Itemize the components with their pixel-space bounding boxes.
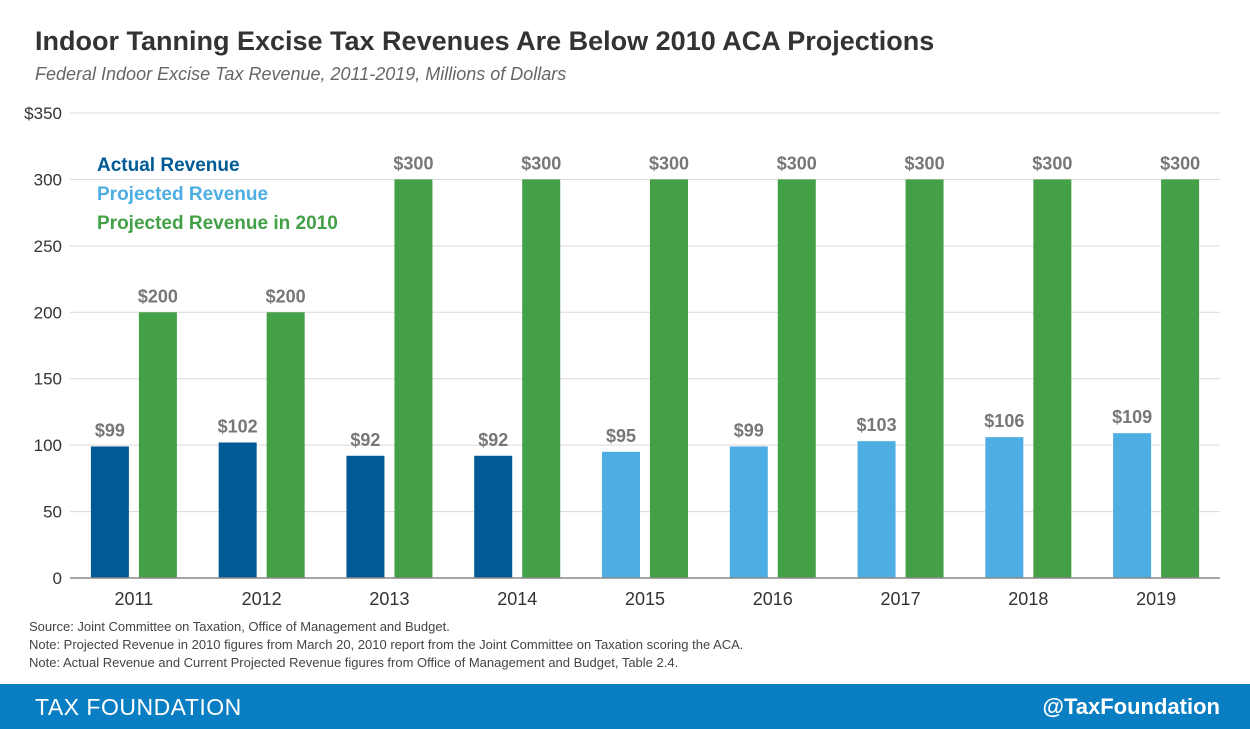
data-label: $99 bbox=[95, 420, 125, 440]
bar-p2010-2013 bbox=[394, 179, 433, 578]
footer-bar: TAX FOUNDATION @TaxFoundation bbox=[0, 684, 1250, 729]
data-label: $99 bbox=[734, 420, 764, 440]
data-label: $92 bbox=[478, 430, 508, 450]
bar-actual-2013 bbox=[346, 455, 385, 578]
bar-p2010-2015 bbox=[650, 179, 688, 578]
x-tick-label: 2013 bbox=[369, 589, 409, 609]
y-tick-label: $350 bbox=[24, 104, 62, 123]
data-label: $300 bbox=[521, 153, 561, 173]
data-label: $300 bbox=[1032, 153, 1072, 173]
bar-projected-2016 bbox=[729, 446, 768, 578]
bar-p2010-2019 bbox=[1161, 179, 1200, 578]
y-tick-label: 200 bbox=[34, 303, 62, 322]
y-tick-label: 0 bbox=[53, 569, 62, 588]
bar-p2010-2014 bbox=[522, 179, 561, 578]
x-tick-label: 2017 bbox=[881, 589, 921, 609]
data-label: $92 bbox=[350, 430, 380, 450]
bar-projected-2019 bbox=[1113, 433, 1152, 578]
legend-item-actual: Actual Revenue bbox=[97, 155, 240, 176]
data-label: $109 bbox=[1112, 407, 1152, 427]
y-tick-label: 50 bbox=[43, 503, 62, 522]
bar-actual-2011 bbox=[90, 446, 129, 578]
legend-item-projected: Projected Revenue bbox=[97, 184, 268, 205]
data-label: $200 bbox=[266, 286, 306, 306]
bar-p2010-2017 bbox=[905, 179, 944, 578]
x-tick-label: 2011 bbox=[115, 589, 154, 609]
bar-p2010-2016 bbox=[777, 179, 816, 578]
x-tick-label: 2015 bbox=[625, 589, 665, 609]
data-label: $106 bbox=[984, 411, 1024, 431]
data-label: $103 bbox=[857, 415, 897, 435]
bar-p2010-2011 bbox=[138, 312, 177, 578]
data-label: $300 bbox=[1160, 153, 1200, 173]
bar-actual-2014 bbox=[474, 455, 513, 578]
data-label: $95 bbox=[606, 426, 636, 446]
legend-item-p2010: Projected Revenue in 2010 bbox=[97, 213, 338, 234]
footer-handle: @TaxFoundation bbox=[1042, 694, 1220, 719]
note-source: Source: Joint Committee on Taxation, Off… bbox=[29, 619, 450, 634]
x-tick-label: 2019 bbox=[1136, 589, 1176, 609]
bar-projected-2015 bbox=[602, 451, 640, 578]
y-tick-label: 100 bbox=[34, 436, 62, 455]
bar-actual-2012 bbox=[218, 442, 257, 578]
note-projected-2010: Note: Projected Revenue in 2010 figures … bbox=[29, 637, 744, 652]
data-label: $300 bbox=[393, 153, 433, 173]
data-label: $300 bbox=[649, 153, 689, 173]
data-label: $300 bbox=[777, 153, 817, 173]
y-tick-label: 250 bbox=[34, 237, 62, 256]
x-tick-label: 2014 bbox=[497, 589, 537, 609]
y-tick-label: 300 bbox=[34, 170, 62, 189]
x-tick-label: 2012 bbox=[242, 589, 282, 609]
bar-projected-2017 bbox=[857, 441, 896, 578]
data-label: $300 bbox=[905, 153, 945, 173]
x-tick-label: 2016 bbox=[753, 589, 793, 609]
bar-p2010-2012 bbox=[266, 312, 305, 578]
notes: Source: Joint Committee on Taxation, Off… bbox=[29, 618, 743, 672]
chart-title: Indoor Tanning Excise Tax Revenues Are B… bbox=[35, 26, 935, 56]
x-tick-label: 2018 bbox=[1008, 589, 1048, 609]
data-label: $102 bbox=[218, 416, 258, 436]
data-label: $200 bbox=[138, 286, 178, 306]
note-actual: Note: Actual Revenue and Current Project… bbox=[29, 655, 679, 670]
y-tick-label: 150 bbox=[34, 370, 62, 389]
bar-projected-2018 bbox=[985, 437, 1024, 578]
bar-chart: 0 50 100 150 200 250 300 $350 $99 $200 2011 $102 $20… bbox=[24, 104, 1220, 609]
chart-subtitle: Federal Indoor Excise Tax Revenue, 2011-… bbox=[35, 64, 567, 84]
footer-brand: TAX FOUNDATION bbox=[35, 694, 242, 720]
bar-p2010-2018 bbox=[1033, 179, 1072, 578]
